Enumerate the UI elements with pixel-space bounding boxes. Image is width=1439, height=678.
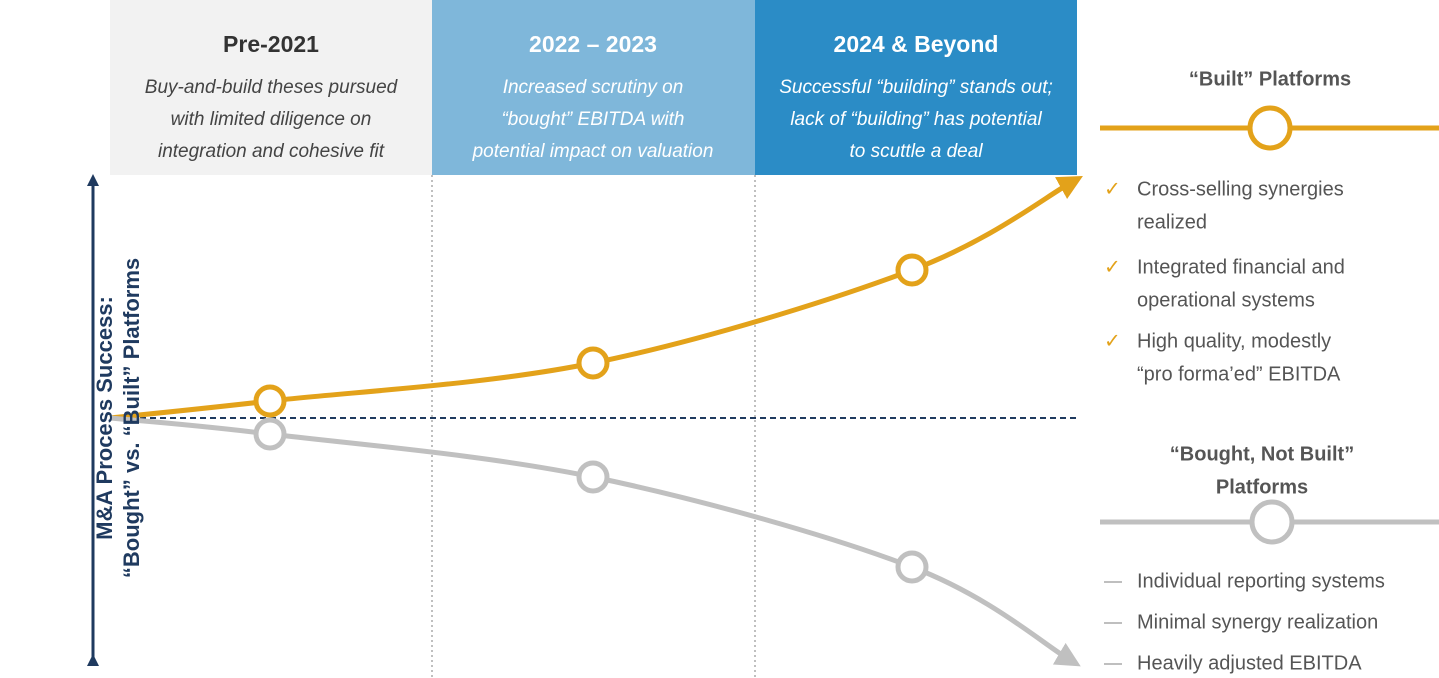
axis-label: M&A Process Success: [92, 296, 117, 540]
check-icon: ✓ [1104, 330, 1121, 352]
period-description: Successful “building” stands out; [779, 77, 1053, 98]
legend-item: Cross-selling synergies [1137, 178, 1344, 200]
milestone [576, 460, 610, 494]
legend-title: Platforms [1216, 476, 1308, 498]
period-bg [755, 0, 1077, 175]
period-bg [432, 0, 755, 175]
period-description: “bought” EBITDA with [501, 109, 684, 130]
legend-item: Minimal synergy realization [1137, 611, 1378, 633]
period-bg [110, 0, 432, 175]
legend-item: realized [1137, 211, 1207, 233]
legend-item: “pro forma’ed” EBITDA [1137, 363, 1341, 385]
legend-marker [1247, 105, 1293, 151]
period-description: Buy-and-build theses pursued [145, 77, 399, 98]
period-description: integration and cohesive fit [158, 141, 385, 162]
legend-title: “Bought, Not Built” [1170, 443, 1354, 465]
period-description: lack of “building” has potential [790, 109, 1042, 130]
period-title: Pre-2021 [223, 31, 319, 57]
period-description: with limited diligence on [171, 109, 372, 130]
legend-item: High quality, modestly [1137, 330, 1331, 352]
legend-marker [1249, 499, 1295, 545]
legend-item: operational systems [1137, 289, 1315, 311]
milestone [895, 550, 929, 584]
bought-curve [109, 415, 1081, 667]
check-icon: ✓ [1104, 178, 1121, 200]
legend-item: Integrated financial and [1137, 256, 1345, 278]
period-description: potential impact on valuation [472, 141, 714, 162]
period-description: Increased scrutiny on [503, 77, 684, 98]
built-curve [109, 175, 1083, 421]
milestone [253, 384, 287, 418]
period-title: 2024 & Beyond [834, 31, 999, 57]
legend-title: “Built” Platforms [1189, 68, 1351, 90]
milestone [253, 417, 287, 451]
axis-label: “Bought” vs. “Built” Platforms [119, 258, 144, 578]
period-title: 2022 – 2023 [529, 31, 657, 57]
milestone [895, 253, 929, 287]
milestone [576, 346, 610, 380]
check-icon: ✓ [1104, 256, 1121, 278]
legend-item: Individual reporting systems [1137, 570, 1385, 592]
legend-item: Heavily adjusted EBITDA [1137, 652, 1362, 674]
period-description: to scuttle a deal [849, 141, 983, 162]
